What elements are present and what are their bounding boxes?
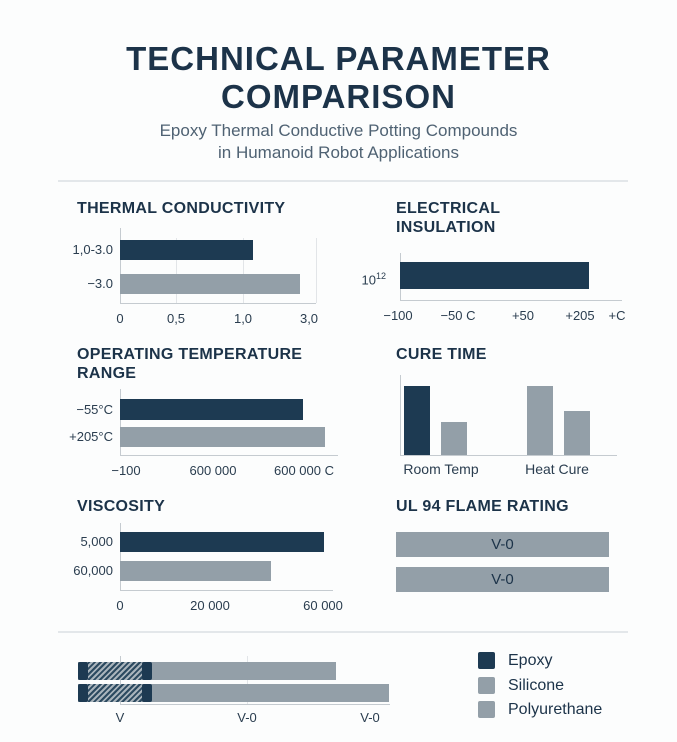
- cure-category-label: Heat Cure: [525, 461, 589, 477]
- viscosity-bar-silicone: [120, 561, 272, 581]
- thermal-tick-label: 1,0: [233, 311, 253, 326]
- cure-bar-epoxy: [404, 386, 430, 455]
- operating-tick-label: 600 000 C: [274, 463, 334, 478]
- legend-swatch-polyurethane: [478, 701, 495, 718]
- bottom-bar-hatched-segment: [88, 662, 142, 680]
- viscosity-tick-label: 60 000: [303, 598, 343, 613]
- cure-bar-silicone: [527, 386, 553, 455]
- thermal-bar-label: 1,0-3.0: [72, 242, 113, 257]
- cure-y-axis: [400, 375, 401, 455]
- bottom-bar-cap-left: [78, 662, 88, 680]
- electrical-tick-label: +50: [511, 308, 535, 323]
- electrical-tick-label: −50 C: [440, 308, 476, 323]
- thermal-tick-label: 0,5: [166, 311, 186, 326]
- legend-label-polyurethane: Polyurethane: [508, 701, 603, 718]
- bottom-bar-cap-left: [78, 684, 88, 702]
- viscosity-title: VISCOSITY: [77, 498, 166, 515]
- bottom-tick-label: V-0: [360, 710, 380, 725]
- ul94-silicone-rating: V-0: [396, 567, 609, 592]
- electrical-tick-label: +C: [608, 308, 626, 323]
- electrical-title-1: ELECTRICAL: [396, 200, 501, 217]
- label-base: 10: [361, 272, 376, 288]
- electrical-bar-epoxy: [400, 262, 589, 289]
- operating-bar-epoxy: [120, 399, 304, 420]
- bottom-bar: [78, 684, 389, 702]
- electrical-title-2: INSULATION: [396, 219, 496, 236]
- bottom-bar-cap-right: [142, 662, 152, 680]
- legend-swatch-epoxy: [478, 652, 495, 669]
- operating-tick-label: 600 000: [189, 463, 237, 478]
- divider-bottom: [58, 631, 628, 633]
- operating-title-2: RANGE: [77, 365, 137, 382]
- electrical-tick-label: +205: [565, 308, 595, 323]
- operating-tick-label: −100: [111, 463, 141, 478]
- operating-bar-silicone: [120, 427, 325, 447]
- bottom-bar-cap-right: [142, 684, 152, 702]
- bottom-bar-hatched-segment: [88, 684, 142, 702]
- label-exponent: 12: [375, 271, 386, 281]
- cure-bar-silicone: [441, 422, 467, 455]
- viscosity-bar-label: 60,000: [73, 563, 113, 578]
- thermal-gridline: [176, 238, 177, 303]
- viscosity-x-axis: [120, 590, 333, 591]
- subtitle-line-1: Epoxy Thermal Conductive Potting Compoun…: [159, 121, 518, 140]
- thermal-title: THERMAL CONDUCTIVITY: [77, 200, 286, 217]
- thermal-tick-label: 0: [116, 311, 124, 326]
- divider-top: [58, 180, 628, 182]
- bottom-x-axis: [120, 704, 390, 705]
- subtitle-line-2: in Humanoid Robot Applications: [218, 143, 459, 162]
- thermal-bar-silicone: [120, 274, 301, 294]
- thermal-gridline: [316, 238, 317, 303]
- cure-bar-silicone: [564, 411, 590, 455]
- cure-x-axis: [400, 455, 617, 456]
- bottom-gridline: [247, 656, 248, 704]
- operating-x-axis: [120, 455, 338, 456]
- title-line-1: TECHNICAL PARAMETER: [126, 40, 551, 77]
- legend-label-epoxy: Epoxy: [508, 652, 553, 669]
- viscosity-tick-label: 20 000: [190, 598, 230, 613]
- operating-title-1: OPERATING TEMPERATURE: [77, 346, 303, 363]
- thermal-tick-label: 3,0: [299, 311, 319, 326]
- electrical-tick-label: −100: [383, 308, 413, 323]
- thermal-bar-label: −3.0: [87, 276, 113, 291]
- viscosity-bar-label: 5,000: [80, 534, 113, 549]
- viscosity-bar-epoxy: [120, 532, 325, 552]
- viscosity-tick-label: 0: [116, 598, 124, 613]
- thermal-gridline: [243, 238, 244, 303]
- thermal-bar-epoxy: [120, 240, 254, 260]
- operating-bar-label: −55°C: [76, 401, 113, 417]
- ul94-title: UL 94 FLAME RATING: [396, 498, 569, 515]
- thermal-y-axis: [120, 228, 121, 303]
- electrical-bar-label: 1012: [340, 271, 386, 287]
- title-line-2: COMPARISON: [221, 78, 456, 115]
- operating-y-axis: [120, 389, 121, 455]
- cure-category-label: Room Temp: [403, 461, 479, 477]
- legend-label-silicone: Silicone: [508, 677, 565, 694]
- cure-title: CURE TIME: [396, 346, 487, 363]
- thermal-x-axis: [120, 303, 316, 304]
- ul94-epoxy-rating: V-0: [396, 532, 609, 557]
- viscosity-y-axis: [120, 523, 121, 590]
- legend-swatch-silicone: [478, 677, 495, 694]
- bottom-y-axis: [120, 656, 121, 704]
- bottom-tick-label: V-0: [237, 710, 257, 725]
- operating-bar-label: +205°C: [69, 429, 113, 444]
- electrical-x-axis: [400, 300, 622, 301]
- bottom-tick-label: V: [115, 710, 125, 725]
